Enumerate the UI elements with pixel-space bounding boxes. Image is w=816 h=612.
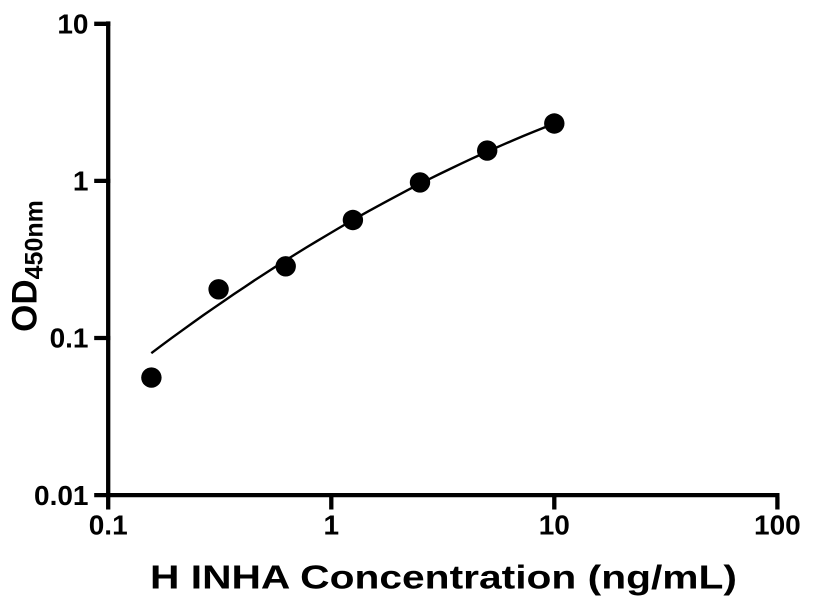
svg-text:OD450nm: OD450nm [6, 200, 49, 332]
svg-text:1: 1 [73, 166, 89, 197]
svg-text:10: 10 [57, 9, 88, 40]
svg-text:1: 1 [324, 510, 340, 541]
svg-text:10: 10 [539, 510, 570, 541]
svg-text:0.1: 0.1 [89, 510, 128, 541]
svg-text:H INHA Concentration (ng/mL): H INHA Concentration (ng/mL) [150, 559, 737, 596]
svg-text:0.01: 0.01 [34, 480, 89, 511]
svg-text:100: 100 [754, 510, 801, 541]
svg-text:0.1: 0.1 [50, 323, 89, 354]
